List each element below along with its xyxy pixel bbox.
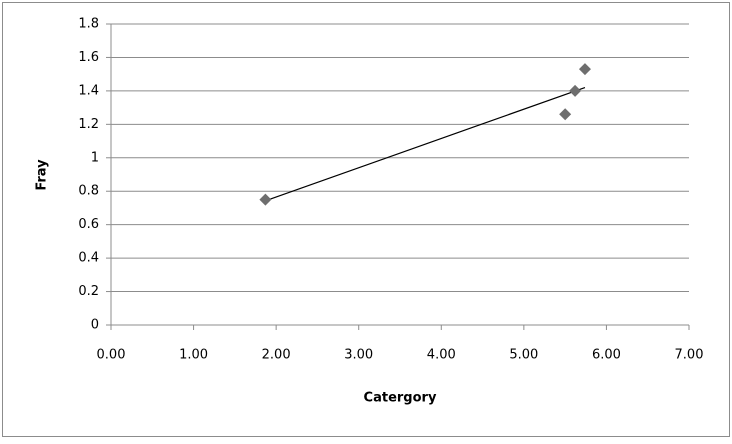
x-tick-label: 7.00 — [675, 348, 704, 363]
x-tick-label: 1.00 — [179, 348, 208, 363]
y-tick-label: 1 — [91, 150, 99, 165]
x-axis-label: Catergory — [364, 391, 437, 406]
point — [569, 84, 582, 97]
y-axis-label: Fray — [35, 159, 50, 191]
y-tick-label: 1.4 — [78, 83, 99, 98]
y-tick-label: 0.4 — [78, 251, 99, 266]
x-tick-label: 6.00 — [592, 348, 621, 363]
x-tick-label: 2.00 — [262, 348, 291, 363]
point — [259, 193, 272, 206]
point — [578, 63, 591, 76]
y-tick-label: 0.6 — [78, 217, 99, 232]
point — [559, 108, 572, 121]
y-tick-label: 0 — [91, 318, 99, 333]
x-tick-label: 4.00 — [427, 348, 456, 363]
y-tick-label: 1.8 — [78, 17, 99, 32]
x-tick-label: 0.00 — [97, 348, 126, 363]
trendline — [265, 86, 586, 202]
chart-border — [2, 2, 730, 437]
x-tick-label: 5.00 — [509, 348, 538, 363]
y-tick-label: 1.2 — [78, 117, 99, 132]
y-tick-label: 0.2 — [78, 284, 99, 299]
y-tick-label: 0.8 — [78, 184, 99, 199]
x-tick-label: 3.00 — [344, 348, 373, 363]
y-tick-label: 1.6 — [78, 50, 99, 65]
